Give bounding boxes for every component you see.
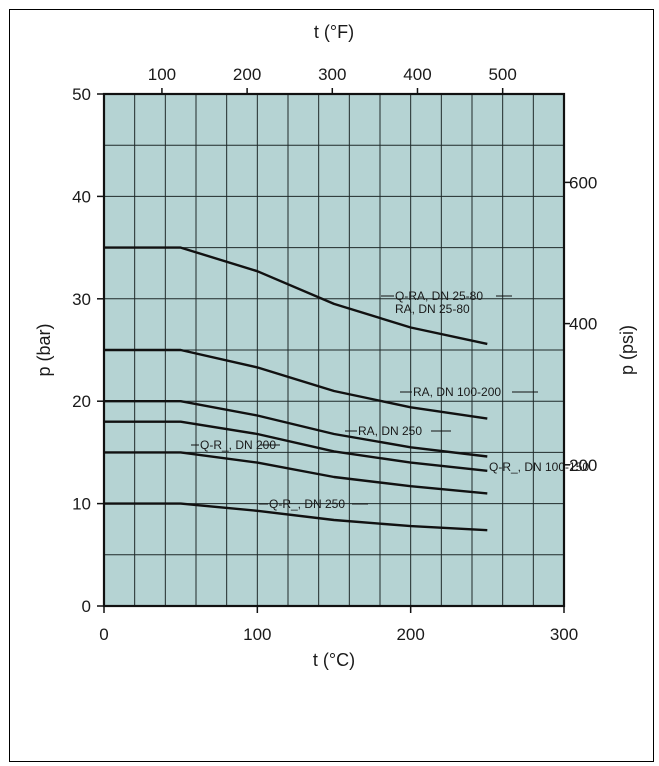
y-tick-label: 40 [72, 187, 91, 206]
y2-tick-label: 200 [569, 456, 597, 475]
x-axis-title: t (°C) [313, 650, 355, 670]
curve-label-2: RA, DN 100-200 [413, 385, 501, 399]
y2-tick-label: 600 [569, 173, 597, 192]
curve-label-1: Q-RA, DN 25-80 RA, DN 25-80 [395, 289, 483, 316]
series-line-3 [104, 400, 488, 458]
series-line-2 [104, 348, 488, 420]
y2-axis-title: p (psi) [617, 325, 637, 375]
y-tick-label: 20 [72, 392, 91, 411]
curve-label-line: Q-R_, DN 200 [200, 438, 276, 452]
figure-frame [9, 9, 654, 762]
series-line-1 [104, 246, 488, 346]
y-tick-label: 0 [82, 597, 91, 616]
curve-label-line: RA, DN 250 [358, 424, 422, 438]
y-tick-label: 30 [72, 290, 91, 309]
x-tick-label: 300 [550, 625, 578, 644]
y-axis-title: p (bar) [34, 323, 54, 376]
x2-tick-label: 500 [488, 65, 516, 84]
curve-label-line: RA, DN 100-200 [413, 385, 501, 399]
series-line-4 [104, 420, 488, 472]
x-tick-label: 200 [396, 625, 424, 644]
x2-tick-label: 300 [318, 65, 346, 84]
curve-label-5: Q-R_, DN 200 [200, 438, 276, 452]
x2-tick-label: 100 [148, 65, 176, 84]
y-tick-label: 50 [72, 85, 91, 104]
curve-label-line: Q-R_, DN 250 [269, 497, 345, 511]
x-tick-label: 0 [99, 625, 108, 644]
plot-border [102, 92, 566, 608]
series-line-5 [104, 451, 488, 495]
curve-label-line: Q-RA, DN 25-80 [395, 289, 483, 303]
curve-label-line: RA, DN 25-80 [395, 302, 470, 316]
x2-axis-title: t (°F) [314, 22, 354, 42]
x2-tick-label: 400 [403, 65, 431, 84]
curve-label-6: Q-R_, DN 250 [269, 497, 345, 511]
y2-tick-label: 400 [569, 315, 597, 334]
curve-label-3: RA, DN 250 [358, 424, 422, 438]
x2-tick-label: 200 [233, 65, 261, 84]
series-line-6 [104, 502, 488, 532]
y-tick-label: 10 [72, 495, 91, 514]
x-tick-label: 100 [243, 625, 271, 644]
